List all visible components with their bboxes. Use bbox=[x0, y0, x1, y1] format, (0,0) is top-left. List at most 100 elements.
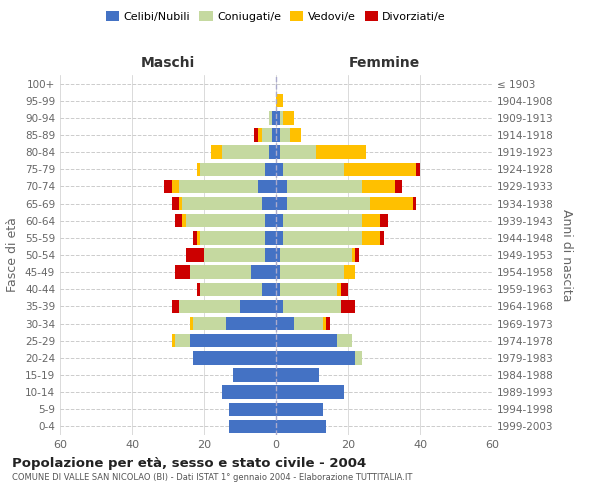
Bar bbox=[276, 231, 283, 244]
Bar bbox=[222, 386, 276, 399]
Text: Femmine: Femmine bbox=[349, 56, 419, 70]
Bar bbox=[272, 128, 276, 141]
Bar bbox=[197, 282, 200, 296]
Bar bbox=[276, 111, 280, 124]
Bar bbox=[190, 334, 276, 347]
Bar bbox=[179, 180, 258, 193]
Bar bbox=[280, 282, 337, 296]
Bar bbox=[197, 162, 200, 176]
Bar bbox=[269, 111, 272, 124]
Bar bbox=[193, 351, 276, 364]
Bar bbox=[276, 368, 319, 382]
Bar bbox=[186, 214, 265, 228]
Bar bbox=[352, 248, 355, 262]
Bar bbox=[276, 197, 287, 210]
Bar bbox=[186, 248, 204, 262]
Bar bbox=[164, 180, 172, 193]
Bar bbox=[283, 214, 362, 228]
Bar bbox=[262, 128, 272, 141]
Bar bbox=[276, 334, 337, 347]
Bar bbox=[316, 146, 366, 159]
Bar bbox=[265, 162, 276, 176]
Bar bbox=[294, 317, 323, 330]
Bar bbox=[179, 197, 182, 210]
Text: COMUNE DI VALLE SAN NICOLAO (BI) - Dati ISTAT 1° gennaio 2004 - Elaborazione TUT: COMUNE DI VALLE SAN NICOLAO (BI) - Dati … bbox=[12, 472, 412, 482]
Bar bbox=[262, 197, 276, 210]
Bar bbox=[416, 162, 420, 176]
Bar bbox=[200, 162, 265, 176]
Bar bbox=[276, 266, 280, 279]
Bar bbox=[362, 180, 395, 193]
Bar bbox=[395, 180, 402, 193]
Bar bbox=[276, 402, 323, 416]
Bar bbox=[380, 231, 384, 244]
Bar bbox=[280, 266, 344, 279]
Bar bbox=[362, 214, 380, 228]
Bar bbox=[344, 266, 355, 279]
Bar bbox=[172, 334, 175, 347]
Bar bbox=[229, 420, 276, 433]
Bar bbox=[254, 128, 258, 141]
Bar bbox=[172, 180, 179, 193]
Text: Popolazione per età, sesso e stato civile - 2004: Popolazione per età, sesso e stato civil… bbox=[12, 458, 366, 470]
Bar bbox=[172, 300, 179, 313]
Bar bbox=[269, 146, 276, 159]
Bar bbox=[172, 197, 179, 210]
Bar bbox=[341, 300, 355, 313]
Bar bbox=[362, 231, 380, 244]
Bar bbox=[283, 162, 344, 176]
Bar bbox=[229, 402, 276, 416]
Bar bbox=[179, 300, 240, 313]
Bar bbox=[175, 266, 190, 279]
Bar bbox=[193, 231, 197, 244]
Bar bbox=[355, 248, 359, 262]
Bar bbox=[182, 214, 186, 228]
Bar bbox=[355, 351, 362, 364]
Bar bbox=[258, 128, 262, 141]
Bar bbox=[182, 197, 262, 210]
Bar bbox=[276, 300, 283, 313]
Y-axis label: Anni di nascita: Anni di nascita bbox=[560, 209, 573, 301]
Bar bbox=[287, 180, 362, 193]
Text: Maschi: Maschi bbox=[141, 56, 195, 70]
Bar bbox=[204, 248, 265, 262]
Bar bbox=[211, 146, 222, 159]
Bar bbox=[276, 214, 283, 228]
Bar bbox=[222, 146, 269, 159]
Bar bbox=[276, 282, 280, 296]
Bar bbox=[276, 128, 280, 141]
Bar bbox=[240, 300, 276, 313]
Bar bbox=[337, 334, 352, 347]
Bar bbox=[344, 162, 416, 176]
Bar bbox=[341, 282, 348, 296]
Bar bbox=[200, 282, 262, 296]
Bar bbox=[175, 214, 182, 228]
Bar bbox=[251, 266, 276, 279]
Bar bbox=[276, 162, 283, 176]
Bar bbox=[280, 128, 290, 141]
Bar bbox=[290, 128, 301, 141]
Bar bbox=[276, 317, 294, 330]
Bar bbox=[380, 214, 388, 228]
Bar bbox=[190, 266, 251, 279]
Bar bbox=[258, 180, 276, 193]
Bar bbox=[197, 231, 200, 244]
Bar bbox=[276, 420, 326, 433]
Bar bbox=[276, 351, 355, 364]
Bar bbox=[233, 368, 276, 382]
Bar bbox=[323, 317, 326, 330]
Bar bbox=[276, 248, 280, 262]
Bar bbox=[326, 317, 330, 330]
Bar bbox=[413, 197, 416, 210]
Bar bbox=[265, 231, 276, 244]
Y-axis label: Fasce di età: Fasce di età bbox=[7, 218, 19, 292]
Bar bbox=[287, 197, 370, 210]
Bar bbox=[280, 146, 316, 159]
Bar bbox=[262, 282, 276, 296]
Bar bbox=[280, 248, 352, 262]
Bar bbox=[276, 180, 287, 193]
Bar bbox=[175, 334, 190, 347]
Bar bbox=[276, 94, 283, 108]
Bar bbox=[280, 111, 283, 124]
Bar bbox=[190, 317, 193, 330]
